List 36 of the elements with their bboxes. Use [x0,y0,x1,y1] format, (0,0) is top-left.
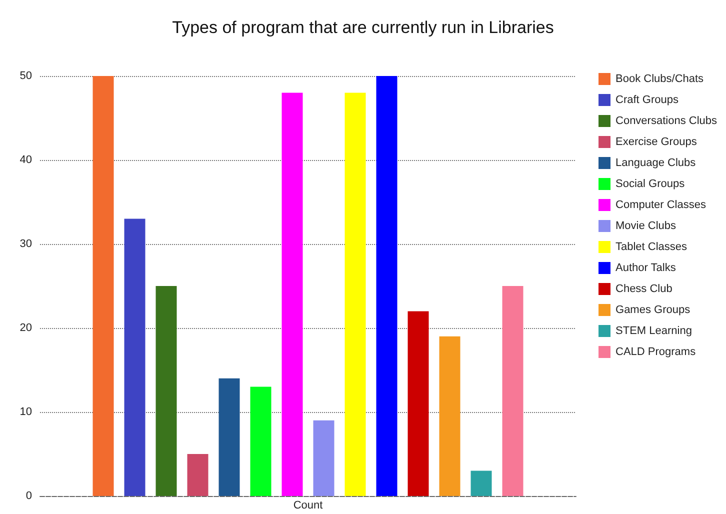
y-tick-label: 20 [20,322,32,334]
y-tick-label: 50 [20,70,32,82]
bar [470,470,492,496]
legend-label: Craft Groups [616,94,679,106]
bar [313,420,334,496]
legend-label: Exercise Groups [616,136,698,148]
legend-label: STEM Learning [616,325,692,337]
bar [376,76,398,496]
bar [156,286,177,496]
y-tick-label: 10 [20,406,32,418]
bar [92,76,114,496]
legend-label: Games Groups [616,304,691,316]
x-tick-label: Count [293,500,323,512]
legend-label: Chess Club [616,283,672,295]
legend-label: Language Clubs [616,157,696,169]
bar [502,286,524,496]
bar [124,218,146,496]
y-tick-label: 40 [20,154,32,166]
legend-label: CALD Programs [616,346,696,358]
bar [250,386,272,496]
legend-label: Tablet Classes [616,241,688,253]
legend-label: Book Clubs/Chats [616,73,704,85]
bar [439,336,460,496]
bar [187,454,208,496]
y-tick-label: 0 [26,490,32,502]
legend-label: Author Talks [616,262,676,274]
y-tick-label: 30 [20,238,32,250]
legend-label: Movie Clubs [616,220,677,232]
bar [344,92,366,496]
legend-label: Computer Classes [616,199,706,211]
legend-label: Conversations Clubs [616,115,718,127]
bar [218,378,240,496]
bar [282,92,303,496]
legend-label: Social Groups [616,178,686,190]
chart-title: Types of program that are currently run in Libraries [172,18,554,37]
bar [408,311,429,496]
